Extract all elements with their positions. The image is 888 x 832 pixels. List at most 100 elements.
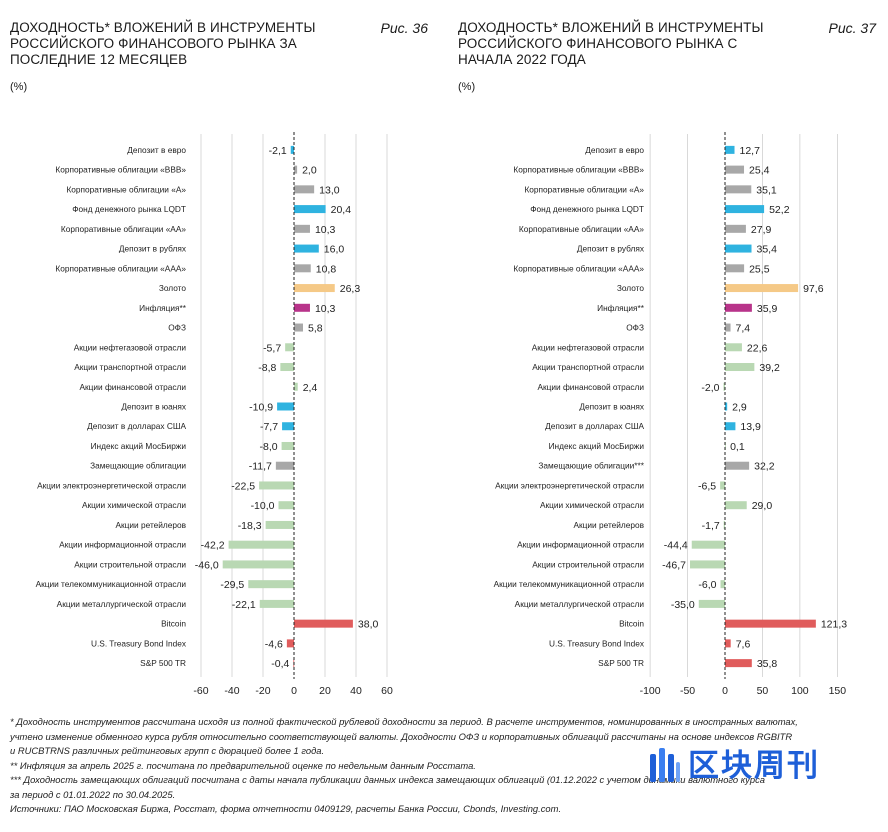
value-label: -22,1 [232,599,256,611]
category-label: Bitcoin [619,619,644,629]
bar [290,145,294,154]
bar [723,520,725,529]
bar [248,580,294,589]
bar [259,599,294,608]
value-label: -7,7 [260,421,278,433]
category-label: Депозит в юанях [579,402,644,412]
chart-title: ДОХОДНОСТЬ* ВЛОЖЕНИЙ В ИНСТРУМЕНТЫ РОССИ… [10,20,316,67]
value-label: -2,0 [701,382,719,394]
value-label: 12,7 [740,145,761,157]
value-label: 13,9 [740,421,761,433]
category-label: Корпоративные облигации «ВВВ» [513,165,644,175]
category-label: Bitcoin [161,619,186,629]
bar [720,580,725,589]
value-label: -6,5 [698,480,716,492]
bar [698,599,725,608]
category-label: Акции нефтегазовой отрасли [74,342,187,352]
x-tick-label: 0 [722,685,728,697]
x-tick-label: -50 [680,685,695,697]
category-label: Инфляция** [139,303,187,313]
bar [228,540,294,549]
chart-title: ДОХОДНОСТЬ* ВЛОЖЕНИЙ В ИНСТРУМЕНТЫ РОССИ… [458,20,764,67]
value-label: -29,5 [220,579,244,591]
x-tick-label: 60 [381,685,393,697]
unit-label: (%) [10,81,28,93]
category-label: Депозит в рублях [119,244,187,254]
value-label: 29,0 [752,500,773,512]
value-label: 2,9 [732,402,747,414]
bar [286,639,294,648]
x-tick-label: -20 [255,685,270,697]
category-label: Акции транспортной отрасли [74,362,186,372]
category-label: S&P 500 TR [598,658,644,668]
value-label: 35,1 [756,184,777,196]
value-label: 38,0 [358,619,379,631]
category-label: Акции телекоммуникационной отрасли [494,579,645,589]
watermark: 区块周刊 [648,746,868,786]
bar [725,323,731,332]
footnote-line: учтено изменение обменного курса рубля о… [10,730,793,742]
bar [294,185,315,194]
category-label: Депозит в евро [127,145,186,155]
bar [725,165,745,174]
value-label: 7,6 [736,638,751,650]
value-label: 10,3 [315,303,336,315]
value-label: -46,0 [195,559,219,571]
figure-number: Рис. 36 [380,20,428,36]
value-label: 7,4 [736,323,751,335]
x-tick-label: 0 [291,685,297,697]
category-label: Акции химической отрасли [540,500,644,510]
category-label: Акции транспортной отрасли [532,362,644,372]
bar-chart-fig37: -100 -50 0 50 100 150 Депозит в евро 12,7 Корпор… [494,132,847,697]
value-label: 0,1 [730,441,745,453]
footnote-line: ** Инфляция за апрель 2025 г. посчитана … [10,759,476,771]
bar [725,619,816,628]
category-label: Акции ретейлеров [574,520,645,530]
value-label: -4,6 [265,638,283,650]
bar [294,205,326,214]
bar [280,363,294,372]
category-label: U.S. Treasury Bond Index [91,638,187,648]
category-label: Депозит в юанях [121,402,186,412]
category-label: ОФЗ [626,323,644,333]
figure-number: Рис. 37 [828,20,876,36]
value-label: 2,4 [303,382,318,394]
x-tick-label: -40 [224,685,239,697]
bar [294,323,303,332]
category-label: Акции химической отрасли [82,500,186,510]
category-label: Депозит в евро [585,145,644,155]
value-label: 25,5 [749,263,770,275]
x-tick-label: 20 [319,685,331,697]
value-label: -35,0 [671,599,695,611]
category-label: Акции металлургической отрасли [515,599,645,609]
bar [294,224,310,233]
value-label: -2,1 [269,145,287,157]
value-label: 27,9 [751,224,772,236]
value-label: 97,6 [803,283,824,295]
value-label: 39,2 [759,362,780,374]
bar [725,244,752,253]
bar [720,481,725,490]
category-label: Акции ретейлеров [116,520,187,530]
bar [725,343,742,352]
bar [725,422,736,431]
category-label: Корпоративные облигации «ААА» [55,263,186,273]
category-label: Золото [159,283,187,293]
category-label: Акции электроэнергетической отрасли [37,480,186,490]
category-label: Акции информационной отрасли [517,540,644,550]
category-label: Корпоративные облигации «А» [524,184,644,194]
bar [725,145,735,154]
category-label: Акции нефтегазовой отрасли [532,342,645,352]
value-label: 26,3 [340,283,361,295]
bar [725,659,752,668]
footnote-line: * Доходность инструментов рассчитана исх… [10,716,798,727]
category-label: Корпоративные облигации «ААА» [513,263,644,273]
bar [294,284,335,293]
bar [285,343,294,352]
category-label: Замещающие облигации*** [538,461,644,471]
category-label: Акции информационной отрасли [59,540,186,550]
bar [294,619,353,628]
category-label: Индекс акций МосБиржи [91,441,187,451]
value-label: 2,0 [302,165,317,177]
category-label: Фонд денежного рынка LQDT [530,204,644,214]
